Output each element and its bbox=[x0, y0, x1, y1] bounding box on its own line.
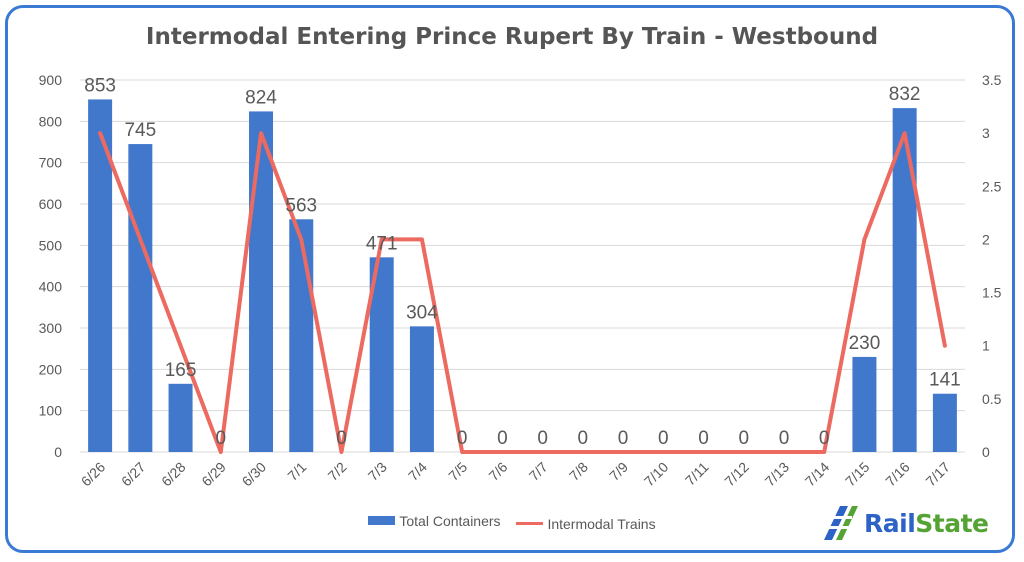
right-axis-tick-label: 2.5 bbox=[982, 178, 1002, 194]
right-axis-tick-label: 3 bbox=[982, 125, 990, 141]
railstate-logo: RailState bbox=[820, 503, 989, 543]
bar-data-label: 853 bbox=[84, 75, 116, 96]
bar-data-label: 745 bbox=[124, 120, 156, 141]
bar-data-label: 0 bbox=[537, 428, 548, 449]
legend-item-line[interactable]: Intermodal Trains bbox=[516, 515, 656, 532]
right-axis-tick-label: 0 bbox=[982, 444, 990, 460]
x-axis-tick-label: 7/7 bbox=[526, 459, 551, 484]
bar-data-label: 0 bbox=[457, 428, 468, 449]
bar-data-label: 0 bbox=[336, 428, 347, 449]
left-axis-tick-label: 400 bbox=[39, 279, 63, 295]
chart-frame bbox=[5, 5, 1015, 553]
bar-data-labels: 853 745 165 0 824 563 0 471 304 0 0 0 0 0 0 0 0 0 0 230 832 1… bbox=[84, 75, 960, 449]
x-axis-tick-label: 7/14 bbox=[802, 459, 833, 490]
x-axis-tick-label: 7/3 bbox=[365, 459, 390, 484]
x-axis-tick-label: 6/30 bbox=[239, 459, 270, 490]
x-axis-tick-label: 6/26 bbox=[78, 459, 109, 490]
left-axis-ticks: 0 100 200 300 400 500 600 700 800 900 bbox=[39, 72, 63, 460]
left-axis-tick-label: 500 bbox=[39, 237, 63, 253]
bar bbox=[168, 383, 193, 452]
x-axis-tick-label: 7/2 bbox=[325, 459, 350, 484]
legend-swatch-line bbox=[516, 522, 544, 525]
x-axis-tick-label: 7/12 bbox=[721, 459, 752, 490]
right-axis-ticks: 0 0.5 1 1.5 2 2.5 3 3.5 bbox=[982, 72, 1002, 460]
railstate-logo-icon bbox=[820, 506, 858, 540]
line-intermodal-trains bbox=[98, 131, 947, 454]
bar-data-label: 832 bbox=[889, 84, 921, 105]
bar-data-label: 304 bbox=[406, 302, 438, 323]
bar-data-label: 0 bbox=[698, 428, 709, 449]
right-axis-tick-label: 0.5 bbox=[982, 391, 1002, 407]
bar-data-label: 141 bbox=[929, 370, 961, 391]
x-axis-tick-label: 7/17 bbox=[922, 459, 953, 490]
bar-data-label: 0 bbox=[216, 428, 227, 449]
legend-swatch-bar bbox=[368, 516, 396, 525]
x-axis-tick-label: 7/10 bbox=[641, 459, 672, 490]
series-line bbox=[98, 131, 947, 454]
left-axis-tick-label: 900 bbox=[39, 72, 63, 88]
bar-data-label: 165 bbox=[165, 360, 197, 381]
x-axis-tick-label: 6/27 bbox=[118, 459, 149, 490]
bar-data-label: 0 bbox=[578, 428, 589, 449]
left-axis-tick-label: 700 bbox=[39, 155, 63, 171]
railstate-logo-text: RailState bbox=[864, 508, 989, 538]
right-axis-tick-label: 1.5 bbox=[982, 285, 1002, 301]
bar-data-label: 471 bbox=[366, 233, 398, 254]
legend-item-bars[interactable]: Total Containers bbox=[368, 512, 501, 529]
x-axis-tick-label: 7/16 bbox=[882, 459, 913, 490]
left-axis-tick-label: 200 bbox=[39, 361, 63, 377]
x-axis-tick-label: 7/6 bbox=[485, 459, 510, 484]
bar-data-label: 563 bbox=[285, 195, 317, 216]
chart-title: Intermodal Entering Prince Rupert By Tra… bbox=[145, 24, 879, 50]
legend-label-line: Intermodal Trains bbox=[547, 515, 656, 532]
legend: Total Containers Intermodal Trains bbox=[0, 512, 1024, 532]
left-axis-tick-label: 600 bbox=[39, 196, 63, 212]
x-axis-ticks: 6/26 6/27 6/28 6/29 6/30 7/1 7/2 7/3 7/4 7/5 7/6 7/… bbox=[78, 459, 954, 490]
left-axis-tick-label: 0 bbox=[54, 444, 62, 460]
bar-data-label: 0 bbox=[819, 428, 830, 449]
bar-data-label: 0 bbox=[658, 428, 669, 449]
bar bbox=[249, 111, 274, 452]
right-axis-tick-label: 3.5 bbox=[982, 72, 1002, 88]
gridlines bbox=[80, 79, 965, 453]
x-axis-tick-label: 7/13 bbox=[762, 459, 793, 490]
x-axis-tick-label: 7/4 bbox=[405, 459, 430, 484]
x-axis-tick-label: 7/11 bbox=[682, 459, 712, 489]
bars-total-containers bbox=[88, 99, 957, 453]
bar bbox=[852, 356, 877, 452]
x-axis-tick-label: 7/15 bbox=[842, 459, 873, 490]
bar-data-label: 0 bbox=[497, 428, 508, 449]
x-axis-tick-label: 7/8 bbox=[566, 459, 591, 484]
left-axis-tick-label: 100 bbox=[39, 403, 63, 419]
x-axis-tick-label: 7/1 bbox=[284, 459, 309, 484]
left-axis-tick-label: 800 bbox=[39, 113, 63, 129]
x-axis-tick-label: 7/9 bbox=[606, 459, 631, 484]
right-axis-tick-label: 2 bbox=[982, 231, 990, 247]
bar bbox=[409, 326, 434, 452]
legend-label-bars: Total Containers bbox=[399, 512, 501, 529]
right-axis-tick-label: 1 bbox=[982, 338, 990, 354]
bar-data-label: 0 bbox=[779, 428, 790, 449]
bar bbox=[932, 393, 957, 452]
bar-data-label: 824 bbox=[245, 87, 277, 108]
x-axis-tick-label: 7/5 bbox=[445, 459, 470, 484]
bar-data-label: 230 bbox=[849, 333, 881, 354]
bar bbox=[128, 144, 153, 453]
bar bbox=[289, 219, 314, 452]
x-axis-tick-label: 6/29 bbox=[198, 459, 229, 490]
bar-data-label: 0 bbox=[618, 428, 629, 449]
x-axis-tick-label: 6/28 bbox=[158, 459, 189, 490]
left-axis-tick-label: 300 bbox=[39, 320, 63, 336]
bar-data-label: 0 bbox=[738, 428, 749, 449]
